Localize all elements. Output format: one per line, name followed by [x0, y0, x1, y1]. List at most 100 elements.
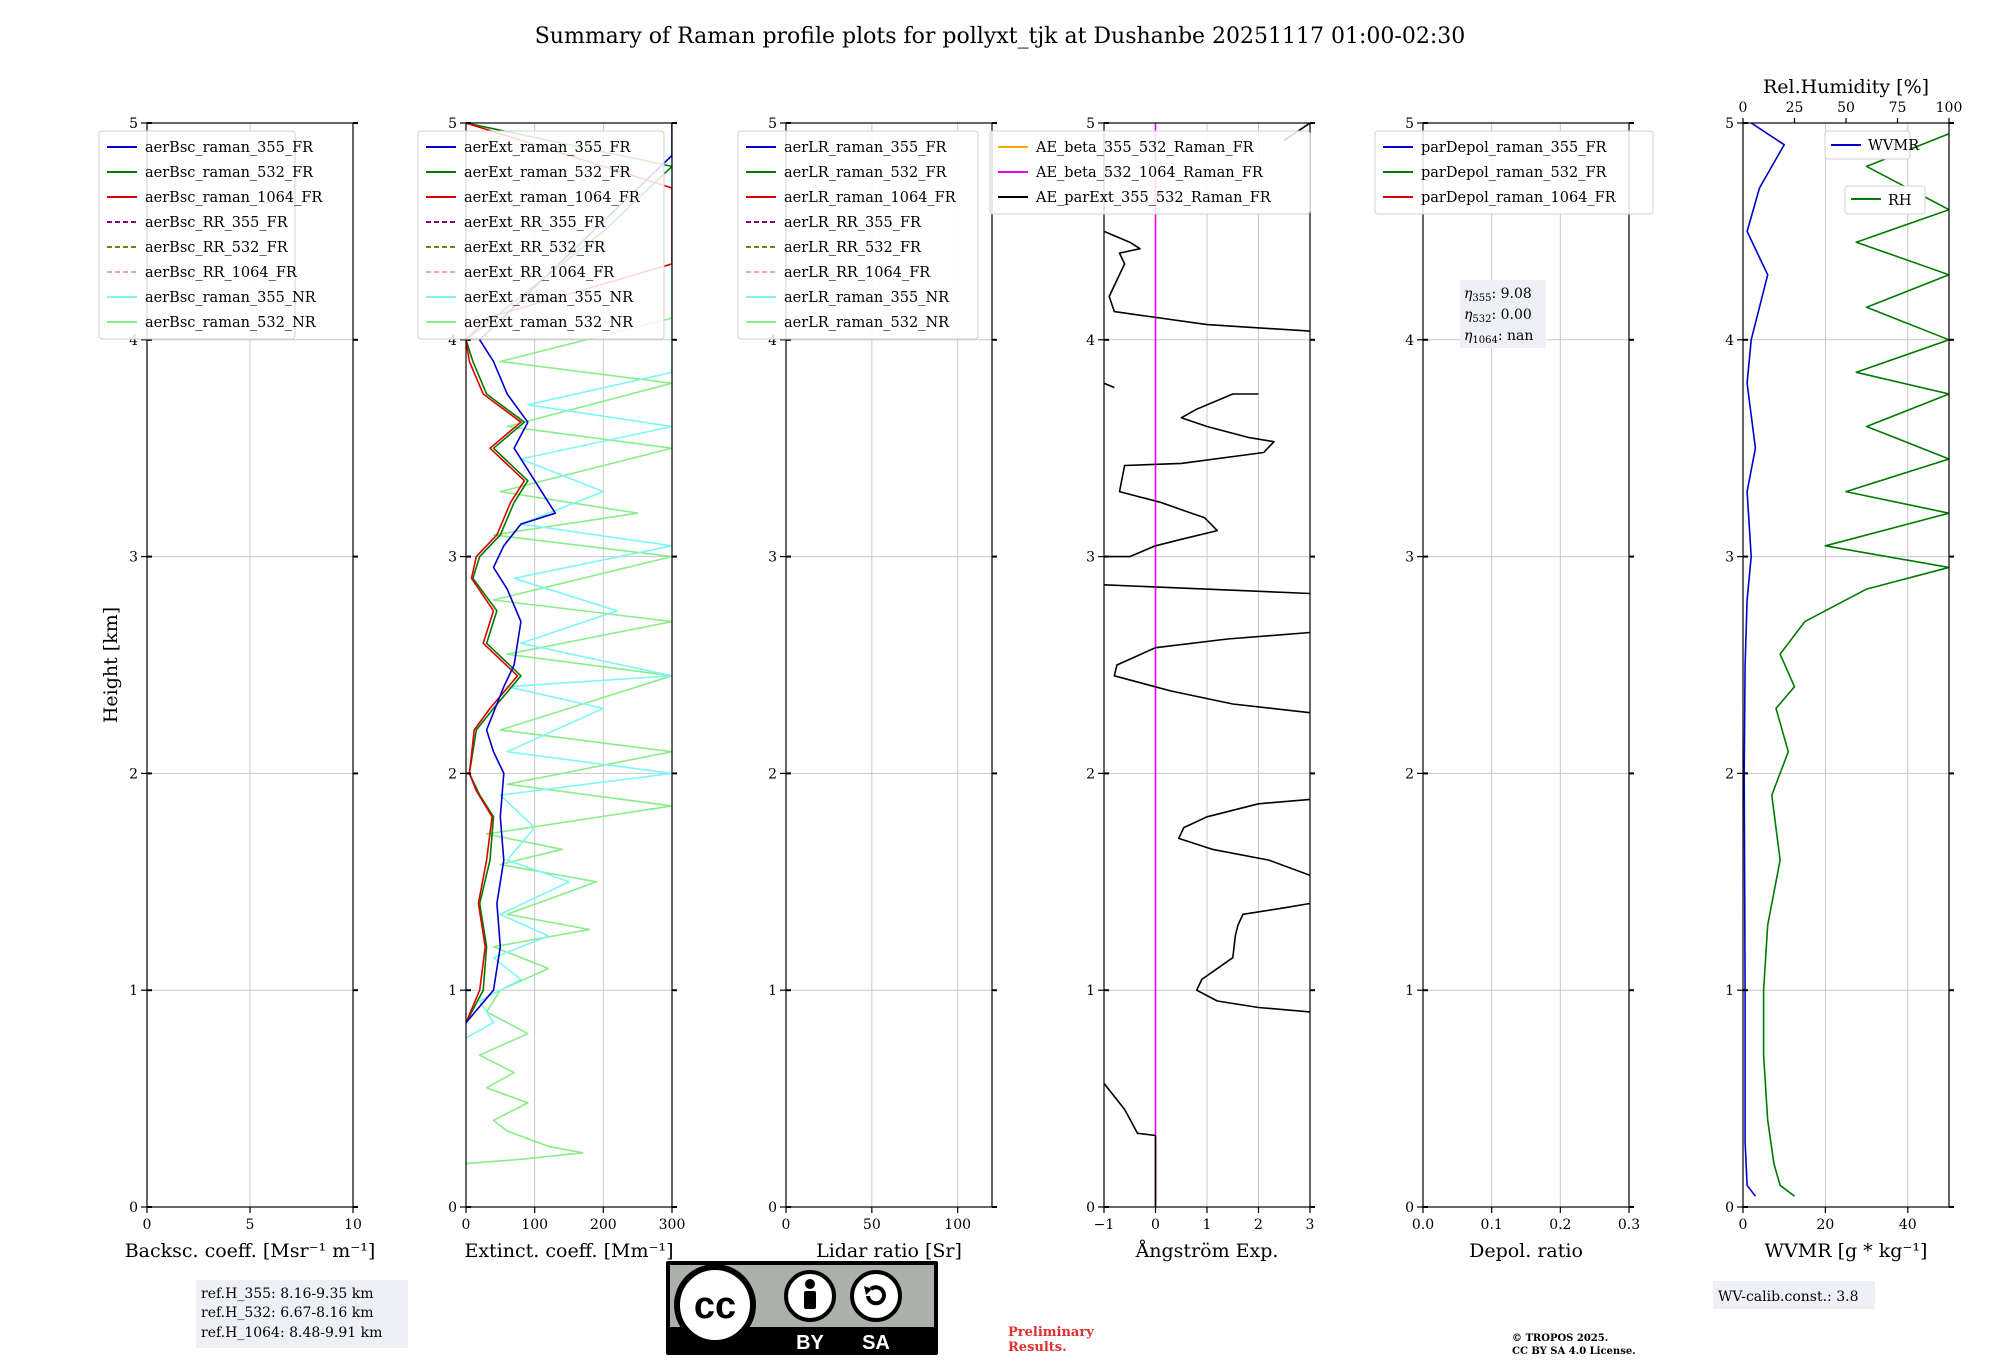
legend-label: aerBsc_RR_1064_FR — [145, 265, 298, 281]
x-axis-label: Ångström Exp. — [1135, 1240, 1279, 1262]
legend: parDepol_raman_355_FR parDepol_raman_532_… — [1374, 130, 1654, 215]
x-tick-label: 10 — [344, 1217, 362, 1233]
y-tick-label: 3 — [1405, 550, 1414, 566]
x-tick-label: 0 — [782, 1217, 791, 1233]
series-AE_parExt_355_532_Raman_FR — [1104, 584, 1310, 595]
series-aerExt_raman_355_FR — [466, 123, 672, 1024]
y-tick-label: 4 — [129, 333, 138, 349]
legend-label: aerExt_raman_1064_FR — [464, 190, 641, 206]
legend-label: aerLR_raman_1064_FR — [784, 190, 957, 206]
legend-label: aerLR_raman_532_NR — [784, 315, 950, 331]
y-tick-label: 0 — [129, 1200, 138, 1216]
y-tick-label: 1 — [129, 983, 138, 999]
x-tick-label: 0.1 — [1481, 1217, 1503, 1233]
top-axis-label: Rel.Humidity [%] — [1763, 76, 1929, 98]
y-tick-label: 2 — [448, 766, 457, 782]
panel-ext: 0 100 200 300 0 1 2 3 4 5 Extinct. coeff. [Mm⁻¹] ae… — [417, 116, 685, 1262]
x-tick-label: 100 — [521, 1217, 548, 1233]
y-tick-label: 0 — [1725, 1200, 1734, 1216]
y-tick-label: 2 — [129, 766, 138, 782]
x-tick-label: 0.2 — [1549, 1217, 1571, 1233]
y-tick-label: 2 — [1725, 766, 1734, 782]
y-tick-label: 3 — [448, 550, 457, 566]
series-AE_parExt_355_532_Raman_FR — [1104, 382, 1115, 389]
legend: AE_beta_355_532_Raman_FR AE_beta_532_1064… — [989, 130, 1311, 215]
legend-label: aerBsc_raman_355_FR — [145, 140, 314, 156]
share-alike-icon — [850, 1270, 902, 1322]
legend-label: aerBsc_raman_532_NR — [145, 315, 317, 331]
wv-calib-note: WV-calib.const.: 3.8 — [1713, 1281, 1875, 1309]
series-WVMR — [1743, 123, 1785, 1197]
top-tick-label: 50 — [1837, 100, 1855, 116]
legend: aerBsc_raman_355_FR aerBsc_raman_532_FRae… — [98, 130, 323, 340]
copyright-line1: © TROPOS 2025. — [1512, 1333, 1608, 1344]
series-RH — [1762, 133, 1949, 1197]
x-axis-label: WVMR [g * kg⁻¹] — [1765, 1240, 1928, 1262]
panel-lr: 0 50 100 0 1 2 3 4 5 Lidar ratio [Sr] aerLR_raman_… — [737, 116, 997, 1262]
y-tick-label: 0 — [1086, 1200, 1095, 1216]
y-tick-label: 1 — [1086, 983, 1095, 999]
x-tick-label: −1 — [1094, 1217, 1115, 1233]
x-tick-label: 3 — [1306, 1217, 1315, 1233]
y-tick-label: 3 — [768, 550, 777, 566]
legend-label: AE_beta_532_1064_Raman_FR — [1035, 165, 1264, 181]
top-tick-label: 75 — [1889, 100, 1907, 116]
x-tick-label: 1 — [1203, 1217, 1212, 1233]
legend: aerExt_raman_355_FR aerExt_raman_532_FRae… — [417, 130, 665, 340]
series-aerExt_raman_532_NR — [466, 133, 672, 1165]
legend-label: aerBsc_raman_355_NR — [145, 290, 317, 306]
eta-line: η355: 9.08 — [1464, 286, 1532, 304]
y-tick-label: 1 — [1405, 983, 1414, 999]
legend-label: AE_beta_355_532_Raman_FR — [1035, 140, 1255, 156]
y-tick-label: 3 — [129, 550, 138, 566]
reference-heights-note: ref.H_355: 8.16-9.35 km ref.H_532: 6.67-… — [196, 1280, 408, 1348]
series-AE_parExt_355_532_Raman_FR — [1104, 393, 1275, 558]
y-tick-label: 1 — [448, 983, 457, 999]
y-tick-label: 5 — [1405, 116, 1414, 132]
legend-label: aerLR_RR_355_FR — [784, 215, 922, 231]
top-tick-label: 25 — [1786, 100, 1804, 116]
cc-license-badge: cc BY SA — [666, 1261, 938, 1355]
y-tick-label: 5 — [1725, 116, 1734, 132]
legend-label: aerExt_raman_532_NR — [464, 315, 634, 331]
y-tick-label: 2 — [768, 766, 777, 782]
y-tick-label: 0 — [448, 1200, 457, 1216]
legend-label: aerLR_RR_1064_FR — [784, 265, 931, 281]
preliminary-results-line1: Preliminary — [1008, 1325, 1094, 1340]
legend-label: aerExt_raman_355_FR — [464, 140, 632, 156]
legend-label: RH — [1888, 193, 1912, 209]
series-aerExt_raman_355_NR — [466, 123, 672, 1039]
ref-height-532: ref.H_532: 6.67-8.16 km — [201, 1305, 374, 1321]
x-axis-label: Depol. ratio — [1469, 1240, 1583, 1262]
y-tick-label: 5 — [129, 116, 138, 132]
x-tick-label: 100 — [944, 1217, 971, 1233]
x-tick-label: 2 — [1254, 1217, 1263, 1233]
legend: aerLR_raman_355_FR aerLR_raman_532_FR aerL… — [737, 130, 979, 340]
legend-label: parDepol_raman_532_FR — [1421, 165, 1608, 181]
series-AE_parExt_355_532_Raman_FR — [1177, 798, 1310, 877]
plot-frame — [1742, 122, 1950, 1208]
x-axis-label: Lidar ratio [Sr] — [816, 1240, 962, 1262]
y-tick-label: 1 — [768, 983, 777, 999]
x-tick-label: 0.0 — [1412, 1217, 1434, 1233]
ref-height-355: ref.H_355: 8.16-9.35 km — [201, 1286, 374, 1302]
y-tick-label: 3 — [1725, 550, 1734, 566]
x-tick-label: 40 — [1899, 1217, 1917, 1233]
eta-line: η532: 0.00 — [1464, 307, 1532, 325]
y-tick-label: 2 — [1086, 766, 1095, 782]
legend-label: aerLR_raman_355_FR — [784, 140, 947, 156]
x-tick-label: 0 — [143, 1217, 152, 1233]
panel-depol: 0.0 0.1 0.2 0.3 0 1 2 3 4 5 Depol. ratio parDepol_r… — [1374, 116, 1654, 1262]
x-tick-label: 20 — [1816, 1217, 1834, 1233]
legend-label: parDepol_raman_355_FR — [1421, 140, 1608, 156]
series-AE_parExt_355_532_Raman_FR — [1104, 230, 1310, 332]
y-tick-label: 4 — [1086, 333, 1095, 349]
y-tick-label: 0 — [1405, 1200, 1414, 1216]
copyright-line2: CC BY SA 4.0 License. — [1512, 1346, 1636, 1357]
x-tick-label: 50 — [863, 1217, 881, 1233]
legend-label: aerExt_RR_1064_FR — [464, 265, 615, 281]
license-by-label: BY — [796, 1332, 824, 1354]
legend-label: aerExt_RR_355_FR — [464, 215, 606, 231]
legend-label: aerBsc_RR_355_FR — [145, 215, 289, 231]
